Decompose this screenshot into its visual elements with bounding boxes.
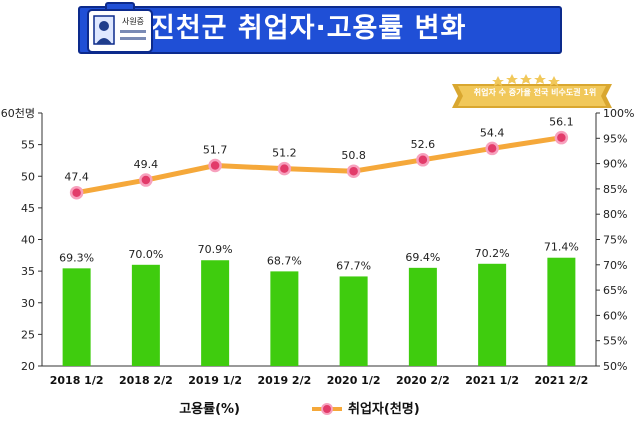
x-tick-label: 2020 1/2 [327, 374, 381, 387]
x-tick-label: 2021 1/2 [465, 374, 519, 387]
x-tick-label: 2018 2/2 [119, 374, 173, 387]
bar-value-label: 70.9% [198, 243, 233, 256]
y-right-tick-label: 70% [603, 259, 627, 272]
line-value-label: 51.7 [203, 143, 228, 156]
y-left-tick-label: 55 [21, 139, 35, 152]
star-icon [534, 74, 546, 84]
star-icon [506, 74, 518, 84]
legend-line-label: 취업자(천명) [348, 401, 420, 417]
bar [131, 264, 160, 366]
series-line [76, 135, 562, 196]
line-value-label: 50.8 [341, 149, 366, 162]
bar-value-label: 70.2% [475, 247, 510, 260]
x-tick-label: 2021 2/2 [534, 374, 588, 387]
bar [270, 271, 299, 366]
bar-value-label: 70.0% [128, 248, 163, 261]
y-right-tick-label: 95% [603, 132, 627, 145]
star-icon [492, 76, 504, 86]
y-left-tick-label: 45 [21, 202, 35, 215]
chart-canvas: 20 25 30 35 40 45 50 55 60천명 50% 55% 60% 65% 70% 75% 8… [1, 74, 634, 387]
title-banner [78, 6, 562, 54]
line-point [554, 130, 569, 145]
line-value-label: 51.2 [272, 147, 297, 160]
y-right-tick-label: 80% [603, 208, 627, 221]
line-value-label: 49.4 [134, 158, 159, 171]
y-right-tick-label: 50% [603, 360, 627, 373]
bar-value-label: 69.3% [59, 251, 94, 264]
line-value-label: 52.6 [411, 138, 436, 151]
bar [408, 267, 437, 366]
legend-marker-swatch [321, 403, 333, 415]
bar [201, 260, 230, 366]
y-right-tick-label: 65% [603, 284, 627, 297]
x-tick-label: 2020 2/2 [396, 374, 450, 387]
y-right-tick-label: 90% [603, 158, 627, 171]
y-left-tick-label: 40 [21, 234, 35, 247]
award-ribbon [452, 74, 612, 108]
star-icon [520, 74, 532, 84]
y-right-tick-label: 55% [603, 335, 627, 348]
y-right-tick-label: 85% [603, 183, 627, 196]
y-right-tick-label: 75% [603, 234, 627, 247]
y-left-tick-label: 25 [21, 328, 35, 341]
bar [339, 276, 368, 366]
y-left-tick-label: 20 [21, 360, 35, 373]
legend-bar-label: 고용률(%) [179, 401, 240, 417]
bar [62, 268, 91, 366]
legend: 고용률(%) 취업자(천명) [179, 401, 420, 417]
y-right-tick-label: 100% [603, 107, 634, 120]
bar [547, 257, 576, 366]
bar-value-label: 67.7% [336, 259, 371, 272]
line-point [485, 141, 499, 156]
y-left-tick-label: 50 [21, 170, 35, 183]
bar-value-label: 69.4% [405, 251, 440, 264]
bar-value-label: 68.7% [267, 254, 302, 267]
y-left-tick-label: 35 [21, 265, 35, 278]
line-point [416, 153, 430, 167]
id-card-icon: 사원증 [87, 2, 153, 53]
line-point [69, 185, 84, 200]
x-tick-label: 2019 1/2 [188, 374, 242, 387]
line-value-label: 47.4 [64, 171, 89, 184]
y-left-tick-label: 30 [21, 297, 35, 310]
line-point [139, 173, 153, 187]
star-icon [548, 76, 560, 86]
line-point [346, 164, 361, 178]
y-left-tick-label: 60천명 [1, 106, 35, 120]
line-value-label: 54.4 [480, 126, 505, 139]
chart-title: 진천군 취업자·고용률 변화 [150, 13, 467, 44]
line-point [208, 158, 222, 173]
badge-label: 사원증 [122, 17, 144, 26]
line-point [277, 161, 292, 176]
award-ribbon-text: 취업자 수 증가율 전국 비수도권 1위 [473, 88, 597, 97]
y-right-tick-label: 60% [603, 309, 627, 322]
x-tick-label: 2019 2/2 [257, 374, 311, 387]
x-tick-label: 2018 1/2 [50, 374, 104, 387]
bar [478, 263, 507, 366]
bar-value-label: 71.4% [544, 241, 579, 254]
line-value-label: 56.1 [549, 116, 574, 129]
